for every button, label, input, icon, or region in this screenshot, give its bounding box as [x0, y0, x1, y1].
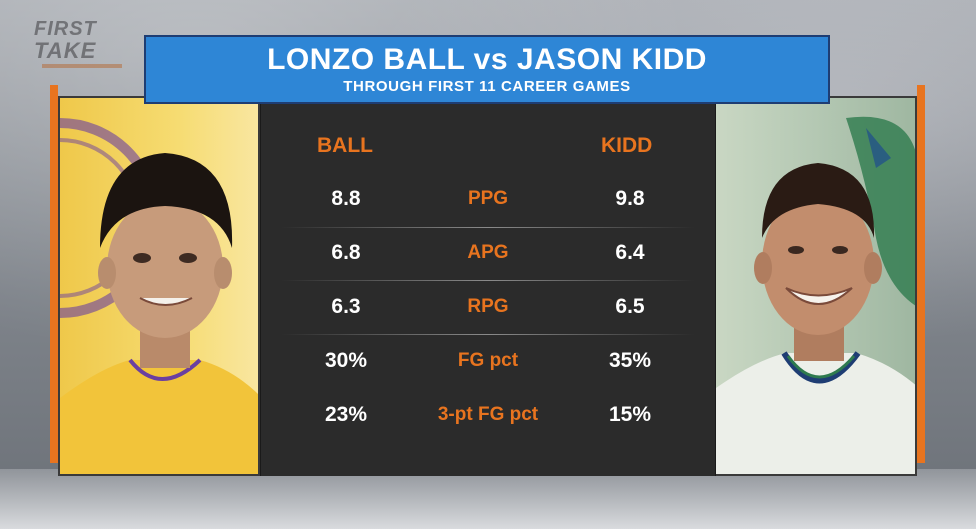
background-floor	[0, 469, 976, 529]
stat-label: RPG	[467, 296, 509, 317]
title-banner: LONZO BALL vs JASON KIDD THROUGH FIRST 1…	[144, 35, 830, 104]
stat-row-apg: 6.8 APG 6.4	[261, 238, 715, 268]
player-photo-kidd	[714, 96, 917, 476]
stat-label: PPG	[467, 188, 509, 209]
title-subtitle: THROUGH FIRST 11 CAREER GAMES	[343, 78, 631, 95]
kidd-value: 6.4	[615, 241, 645, 264]
ball-value: 6.3	[331, 295, 361, 318]
logo-line-1: FIRST	[34, 18, 97, 40]
header-kidd: KIDD	[601, 134, 653, 157]
ball-value: 6.8	[331, 241, 361, 264]
stat-row-rpg: 6.3 RPG 6.5	[261, 292, 715, 322]
row-divider	[281, 227, 695, 228]
stat-row-3pt-fg-pct: 23% 3-pt FG pct 15%	[261, 400, 715, 430]
ball-value: 23%	[324, 403, 368, 426]
player-photo-ball	[58, 96, 260, 476]
title-main: LONZO BALL vs JASON KIDD	[267, 43, 707, 76]
player-photo-ball-icon	[60, 118, 258, 474]
stat-row-fg-pct: 30% FG pct 35%	[261, 346, 715, 376]
stat-label: 3-pt FG pct	[437, 404, 539, 425]
logo-underline	[42, 64, 122, 68]
row-divider	[281, 334, 695, 335]
stat-label: APG	[467, 242, 509, 263]
right-orange-edge	[917, 85, 925, 463]
stat-row-ppg: 8.8 PPG 9.8	[261, 184, 715, 214]
ball-value: 8.8	[331, 187, 361, 210]
ball-value: 30%	[324, 349, 368, 372]
stats-panel: BALL KIDD 8.8 PPG 9.8 6.8 APG 6.4 6.3 RP…	[260, 104, 716, 476]
kidd-value: 35%	[608, 349, 652, 372]
stat-label: FG pct	[457, 350, 519, 371]
player-photo-kidd-icon	[716, 116, 915, 474]
left-orange-edge	[50, 85, 58, 463]
show-logo: FIRST TAKE	[34, 18, 134, 68]
logo-line-2: TAKE	[34, 38, 97, 63]
kidd-value: 6.5	[615, 295, 645, 318]
kidd-value: 15%	[608, 403, 652, 426]
header-ball: BALL	[317, 134, 373, 157]
row-divider	[281, 280, 695, 281]
kidd-value: 9.8	[615, 187, 645, 210]
